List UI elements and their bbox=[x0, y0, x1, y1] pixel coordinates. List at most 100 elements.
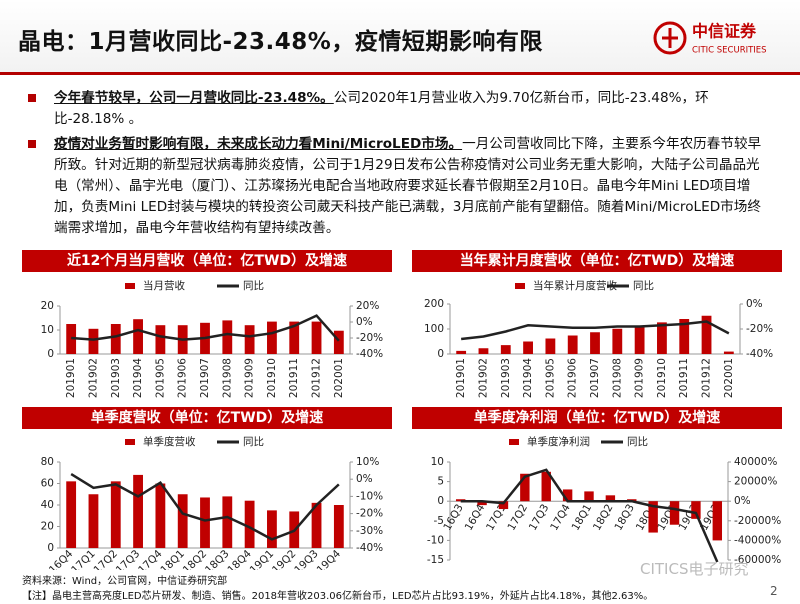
y-tick-label: 60 bbox=[41, 478, 54, 490]
bar bbox=[605, 495, 616, 502]
bar bbox=[523, 341, 533, 354]
legend-label: 当月营收 bbox=[143, 279, 185, 292]
y2-tick-label: 20% bbox=[356, 300, 379, 312]
bar bbox=[244, 325, 255, 354]
bar bbox=[133, 319, 143, 354]
x-tick-label: 202001 bbox=[333, 358, 345, 398]
bar bbox=[691, 501, 701, 519]
bar bbox=[155, 483, 166, 548]
bullet-lead: 今年春节较早，公司一月营收同比-23.48%。 bbox=[54, 90, 334, 106]
x-tick-label: 201907 bbox=[199, 358, 211, 398]
x-tick-label: 201902 bbox=[87, 358, 99, 398]
y-tick-label: 0 bbox=[437, 495, 444, 507]
y-tick-label: 20 bbox=[41, 521, 54, 533]
source: 资料来源：Wind，公司官网，中信证券研究部 bbox=[22, 576, 228, 587]
x-tick-label: 201911 bbox=[678, 358, 690, 398]
legend-swatch bbox=[125, 283, 135, 289]
y2-tick-label: -20000% bbox=[734, 515, 781, 527]
y2-tick-label: -40% bbox=[356, 348, 383, 360]
x-tick-label: 201910 bbox=[266, 358, 278, 398]
logo-icon bbox=[662, 28, 678, 48]
logo-icon bbox=[653, 21, 687, 55]
bar bbox=[244, 500, 255, 548]
x-tick-label: 201903 bbox=[110, 358, 122, 398]
y2-tick-label: -40% bbox=[356, 542, 383, 554]
bar bbox=[498, 501, 509, 510]
y2-tick-label: -20% bbox=[746, 323, 773, 335]
x-tick-label: 201912 bbox=[311, 358, 323, 398]
y2-tick-label: -20% bbox=[356, 332, 383, 344]
x-tick-label: 201904 bbox=[522, 358, 534, 398]
bar bbox=[222, 320, 233, 354]
bar bbox=[612, 328, 623, 354]
x-tick-label: 201907 bbox=[589, 358, 601, 398]
x-tick-label: 201902 bbox=[477, 358, 489, 398]
bar bbox=[701, 315, 712, 354]
y-tick-label: 10 bbox=[431, 456, 444, 468]
y2-tick-label: 0% bbox=[746, 298, 763, 310]
watermark: CITICS电子研究 bbox=[640, 560, 749, 578]
x-tick-label: 18Q3 bbox=[612, 502, 637, 533]
line bbox=[460, 468, 719, 563]
y2-tick-label: -30% bbox=[356, 525, 383, 537]
bar bbox=[110, 481, 121, 548]
bullet-text: 一月公司营收同比下降，主要系今年农历春节较早所致。针对近期的新型冠状病毒肺炎疫情… bbox=[54, 136, 762, 236]
legend-swatch bbox=[125, 439, 135, 445]
legend-label: 单季度营收 bbox=[143, 435, 196, 448]
bullet: 今年春节较早，公司一月营收同比-23.48%。公司2020年1月营业收入为9.7… bbox=[28, 88, 770, 130]
y2-tick-label: -40000% bbox=[734, 534, 781, 546]
y-tick-label: 200 bbox=[424, 298, 444, 310]
bar bbox=[541, 471, 551, 502]
bar bbox=[669, 501, 680, 525]
chart: 0 100 200 0% -20% -40% 201901 201902 201903 20190… bbox=[424, 279, 773, 398]
bar bbox=[679, 319, 690, 354]
bar bbox=[520, 473, 530, 502]
bar bbox=[584, 491, 594, 502]
x-tick-label: 201903 bbox=[500, 358, 512, 398]
y-tick-label: 20 bbox=[41, 300, 54, 312]
y-tick-label: -15 bbox=[427, 554, 444, 566]
bar bbox=[562, 489, 573, 502]
note: 【注】晶电主营高亮度LED芯片研发、制造、销售。2018年营收203.06亿新台… bbox=[22, 591, 654, 602]
bar bbox=[723, 351, 734, 354]
bar bbox=[567, 335, 578, 354]
x-tick-label: 201910 bbox=[656, 358, 668, 398]
chart: -15 -10 -5 0 5 10 40000% 20000% 0% -20000% -40000%… bbox=[427, 435, 781, 566]
chart-title: 单季度净利润（单位：亿TWD）及增速 bbox=[412, 407, 782, 429]
bar bbox=[648, 501, 658, 533]
chart-title: 单季度营收（单位：亿TWD）及增速 bbox=[22, 407, 392, 429]
logo-cn: 中信证券 bbox=[692, 22, 757, 41]
bar bbox=[133, 474, 143, 548]
x-tick-label: 201908 bbox=[611, 358, 623, 398]
y-tick-label: 0 bbox=[47, 542, 54, 554]
y-tick-label: 80 bbox=[41, 456, 54, 468]
bullet-lead: 疫情对业务暂时影响有限，未来成长动力看Mini/MicroLED市场。 bbox=[54, 136, 463, 152]
y-tick-label: -10 bbox=[427, 534, 444, 546]
bar bbox=[545, 338, 556, 354]
chart-title: 近12个月当月营收（单位：亿TWD）及增速 bbox=[22, 250, 392, 272]
bar bbox=[289, 321, 300, 354]
y2-tick-label: 10% bbox=[356, 456, 379, 468]
bar bbox=[311, 321, 322, 354]
bar bbox=[657, 322, 667, 354]
bar bbox=[66, 481, 77, 548]
x-tick-label: 17Q2 bbox=[505, 502, 530, 533]
bar bbox=[88, 494, 99, 548]
header: 晶电：1月营收同比-23.48%，疫情短期影响有限 中信证券 CITIC SEC… bbox=[0, 0, 800, 75]
bar bbox=[477, 501, 487, 506]
x-tick-label: 201901 bbox=[455, 358, 467, 398]
x-tick-label: 202001 bbox=[723, 358, 735, 398]
bar bbox=[222, 496, 233, 548]
x-tick-label: 16Q3 bbox=[441, 502, 466, 533]
legend-label: 同比 bbox=[633, 279, 654, 292]
y2-tick-label: -40% bbox=[746, 348, 773, 360]
x-tick-label: 201906 bbox=[567, 358, 579, 398]
chart: 0 10 20 20% 0% -20% -40% 201901 201902 201903 2019… bbox=[41, 279, 384, 398]
title: 晶电：1月营收同比-23.48%，疫情短期影响有限 bbox=[18, 29, 543, 55]
bar bbox=[267, 510, 277, 548]
x-tick-label: 201901 bbox=[65, 358, 77, 398]
x-tick-label: 18Q2 bbox=[591, 502, 616, 533]
y2-tick-label: 20000% bbox=[734, 476, 777, 488]
